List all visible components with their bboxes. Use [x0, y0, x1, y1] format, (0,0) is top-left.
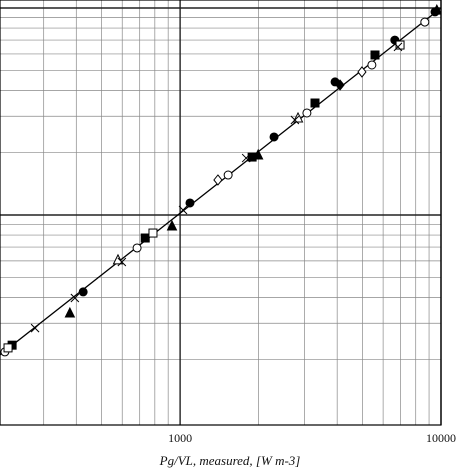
- x-tick-label: 1000: [168, 431, 192, 445]
- point: [431, 3, 441, 15]
- point: [140, 233, 150, 243]
- point: [70, 293, 80, 303]
- point: [178, 205, 188, 215]
- point: [166, 219, 178, 231]
- point: [148, 228, 158, 238]
- point: [269, 132, 279, 142]
- point: [132, 243, 142, 253]
- point: [290, 115, 300, 125]
- point: [310, 98, 320, 108]
- point: [252, 148, 264, 160]
- point: [393, 42, 403, 52]
- point: [302, 108, 312, 118]
- point: [185, 198, 195, 208]
- x-axis-label: Pg/VL, measured, [W m-3]: [159, 453, 301, 468]
- point: [335, 79, 345, 91]
- plot-frame: [0, 0, 442, 426]
- point: [213, 174, 223, 186]
- point: [241, 153, 251, 163]
- point: [112, 253, 124, 265]
- point: [370, 50, 380, 60]
- x-tick-label: 10000: [426, 431, 456, 445]
- point: [367, 60, 377, 70]
- point: [3, 343, 13, 353]
- point: [78, 287, 88, 297]
- point: [357, 66, 367, 78]
- point: [420, 17, 430, 27]
- point: [223, 170, 233, 180]
- point: [64, 306, 76, 318]
- plot-area: [0, 3, 441, 357]
- point: [30, 323, 40, 333]
- point: [117, 257, 127, 267]
